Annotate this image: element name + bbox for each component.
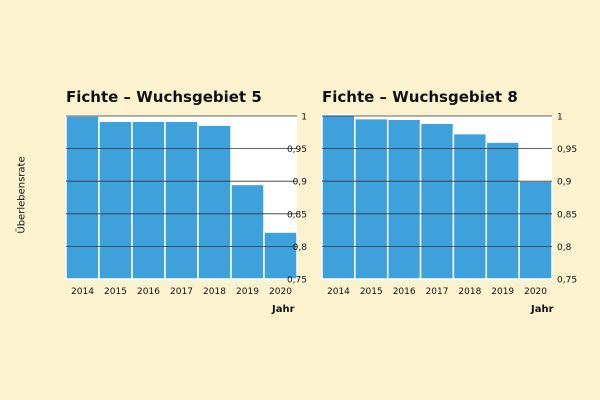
y-tick-label: 0,75 xyxy=(287,276,307,286)
bar-2015 xyxy=(98,120,133,280)
x-tick-label: 2014 xyxy=(71,287,94,297)
x-tick-label: 2020 xyxy=(524,287,547,297)
bar-2019 xyxy=(485,141,520,280)
x-tick-label: 2016 xyxy=(393,287,416,297)
chart-2: 0,75 0,8 0,85 0,9 0,95 1 2014 2015 2016 2017 2018 2… xyxy=(321,113,577,297)
chart-1: 0,75 0,8 0,85 0,9 0,95 1 2014 2015 2016 2017 2018 2… xyxy=(65,113,308,297)
y-tick-label: 1 xyxy=(301,113,307,123)
bar-2019 xyxy=(230,183,265,280)
bar-2014 xyxy=(321,113,356,280)
chart-1-x-axis-label: Jahr xyxy=(272,304,295,315)
y-tick-label: 0,8 xyxy=(293,243,308,253)
y-tick-label: 0,95 xyxy=(287,145,307,155)
chart-2-x-axis-label: Jahr xyxy=(531,304,554,315)
y-tick-label: 0,8 xyxy=(557,243,572,253)
bar-2014 xyxy=(65,115,100,280)
bar-2016 xyxy=(386,118,422,280)
y-tick-label: 0,95 xyxy=(557,145,577,155)
chart-1-title: Fichte – Wuchsgebiet 5 xyxy=(66,88,262,106)
x-tick-label: 2015 xyxy=(104,287,127,297)
x-tick-label: 2019 xyxy=(236,287,259,297)
x-tick-label: 2014 xyxy=(327,287,350,297)
x-tick-label: 2017 xyxy=(426,287,449,297)
y-tick-label: 0,85 xyxy=(557,210,577,220)
bar-2018 xyxy=(452,132,488,280)
y-tick-label: 0,9 xyxy=(557,178,572,188)
x-tick-label: 2018 xyxy=(458,287,481,297)
bar-2016 xyxy=(131,120,166,280)
x-tick-label: 2017 xyxy=(170,287,193,297)
x-tick-label: 2016 xyxy=(137,287,160,297)
x-tick-label: 2015 xyxy=(360,287,383,297)
y-tick-label: 0,85 xyxy=(287,210,307,220)
x-tick-label: 2020 xyxy=(269,287,292,297)
bar-2018 xyxy=(197,124,232,280)
y-tick-label: 1 xyxy=(557,113,563,123)
bar-2017 xyxy=(164,120,199,280)
bar-2017 xyxy=(419,122,455,280)
bar-2020 xyxy=(518,180,553,280)
x-tick-label: 2019 xyxy=(491,287,514,297)
bar-2015 xyxy=(354,117,389,280)
chart-2-title: Fichte – Wuchsgebiet 8 xyxy=(322,88,518,106)
y-tick-label: 0,9 xyxy=(293,178,308,188)
bar-2020 xyxy=(263,231,298,280)
y-tick-label: 0,75 xyxy=(557,276,577,286)
x-tick-label: 2018 xyxy=(203,287,226,297)
